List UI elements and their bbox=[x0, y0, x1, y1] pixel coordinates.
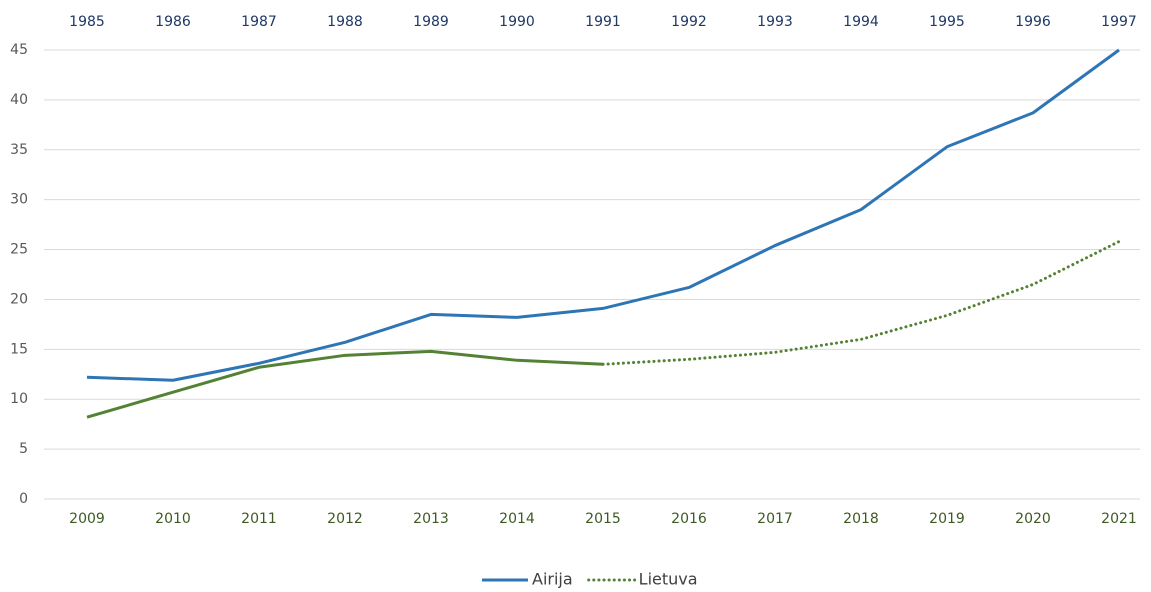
y-tick-label: 25 bbox=[10, 242, 28, 258]
x2-tick-label: 1991 bbox=[585, 14, 621, 30]
y-tick-label: 10 bbox=[10, 391, 28, 407]
y-tick-label: 5 bbox=[19, 441, 28, 457]
x2-tick-label: 1988 bbox=[327, 14, 363, 30]
x-tick-label: 2020 bbox=[1015, 511, 1051, 527]
legend-label: Airija bbox=[532, 570, 573, 589]
x-tick-label: 2021 bbox=[1101, 511, 1137, 527]
y-tick-label: 35 bbox=[10, 142, 28, 158]
x-tick-label: 2017 bbox=[757, 511, 793, 527]
y-tick-label: 20 bbox=[10, 291, 28, 307]
x2-tick-label: 1989 bbox=[413, 14, 449, 30]
y-tick-label: 40 bbox=[10, 92, 28, 108]
x2-tick-label: 1986 bbox=[155, 14, 191, 30]
x2-tick-label: 1992 bbox=[671, 14, 707, 30]
x2-tick-label: 1996 bbox=[1015, 14, 1051, 30]
x2-tick-label: 1990 bbox=[499, 14, 535, 30]
line-series bbox=[601, 240, 1121, 366]
x2-tick-label: 1985 bbox=[69, 14, 105, 30]
x-tick-label: 2014 bbox=[499, 511, 535, 527]
x-tick-label: 2010 bbox=[155, 511, 191, 527]
legend-label: Lietuva bbox=[639, 570, 698, 589]
x-tick-label: 2016 bbox=[671, 511, 707, 527]
x2-tick-label: 1994 bbox=[843, 14, 879, 30]
x-tick-label: 2013 bbox=[413, 511, 449, 527]
x-tick-label: 2009 bbox=[69, 511, 105, 527]
x-tick-label: 2019 bbox=[929, 511, 965, 527]
y-tick-label: 45 bbox=[10, 42, 28, 58]
y-tick-label: 15 bbox=[10, 341, 28, 357]
x-tick-label: 2018 bbox=[843, 511, 879, 527]
y-tick-label: 0 bbox=[19, 491, 28, 507]
x2-tick-label: 1995 bbox=[929, 14, 965, 30]
line-series bbox=[86, 349, 604, 419]
line-series bbox=[86, 48, 1120, 382]
x-tick-label: 2011 bbox=[241, 511, 277, 527]
x-tick-label: 2012 bbox=[327, 511, 363, 527]
x2-tick-label: 1987 bbox=[241, 14, 277, 30]
x2-tick-label: 1997 bbox=[1101, 14, 1137, 30]
x-tick-label: 2015 bbox=[585, 511, 621, 527]
y-tick-label: 30 bbox=[10, 192, 28, 208]
x2-tick-label: 1993 bbox=[757, 14, 793, 30]
